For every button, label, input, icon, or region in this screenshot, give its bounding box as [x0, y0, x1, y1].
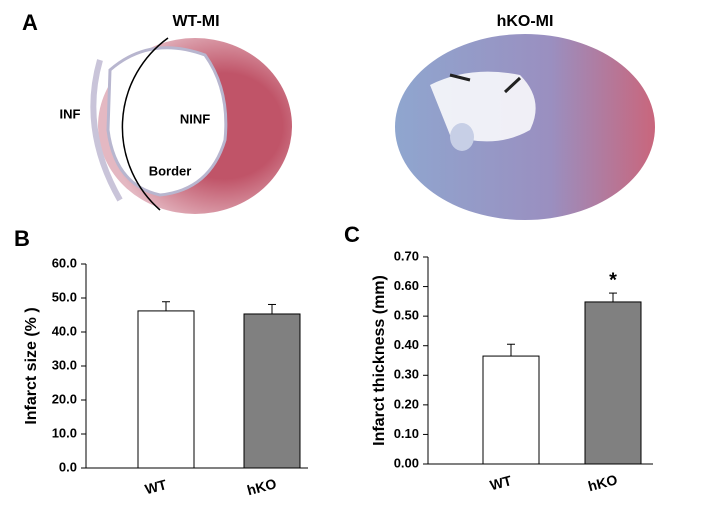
x-tick-label: WT — [488, 472, 514, 493]
y-tick-label: 0.40 — [394, 337, 419, 352]
region-label: NINF — [180, 111, 210, 126]
y-tick-label: 60.0 — [52, 255, 77, 270]
panel-label: C — [344, 222, 360, 247]
image-title: hKO-MI — [497, 13, 554, 30]
region-label: Border — [149, 163, 192, 178]
y-tick-label: 0.30 — [394, 367, 419, 382]
bar — [482, 355, 540, 465]
y-tick-label: 0.00 — [394, 455, 419, 470]
y-axis-title: Infarct size (% ) — [23, 307, 40, 424]
hko-heart — [395, 34, 655, 220]
x-tick-label: WT — [143, 476, 169, 497]
bar — [137, 310, 195, 469]
panel-label: B — [14, 226, 30, 251]
image-title: WT-MI — [172, 13, 219, 30]
y-tick-label: 0.0 — [59, 459, 77, 474]
y-axis-title: Infarct thickness (mm) — [371, 275, 388, 446]
bar — [243, 313, 301, 469]
x-tick-label: hKO — [586, 471, 619, 494]
y-tick-label: 0.10 — [394, 426, 419, 441]
y-tick-label: 0.50 — [394, 308, 419, 323]
significance: * — [609, 269, 617, 291]
bar — [584, 301, 642, 465]
x-tick-label: hKO — [245, 475, 278, 498]
y-tick-label: 40.0 — [52, 323, 77, 338]
y-tick-label: 0.70 — [394, 248, 419, 263]
y-tick-label: 10.0 — [52, 425, 77, 440]
y-tick-label: 50.0 — [52, 289, 77, 304]
panel-label: A — [22, 10, 38, 35]
region-label: INF — [60, 106, 81, 121]
y-tick-label: 0.20 — [394, 396, 419, 411]
y-tick-label: 0.60 — [394, 278, 419, 293]
wt-heart — [90, 37, 292, 214]
y-tick-label: 30.0 — [52, 357, 77, 372]
y-tick-label: 20.0 — [52, 391, 77, 406]
